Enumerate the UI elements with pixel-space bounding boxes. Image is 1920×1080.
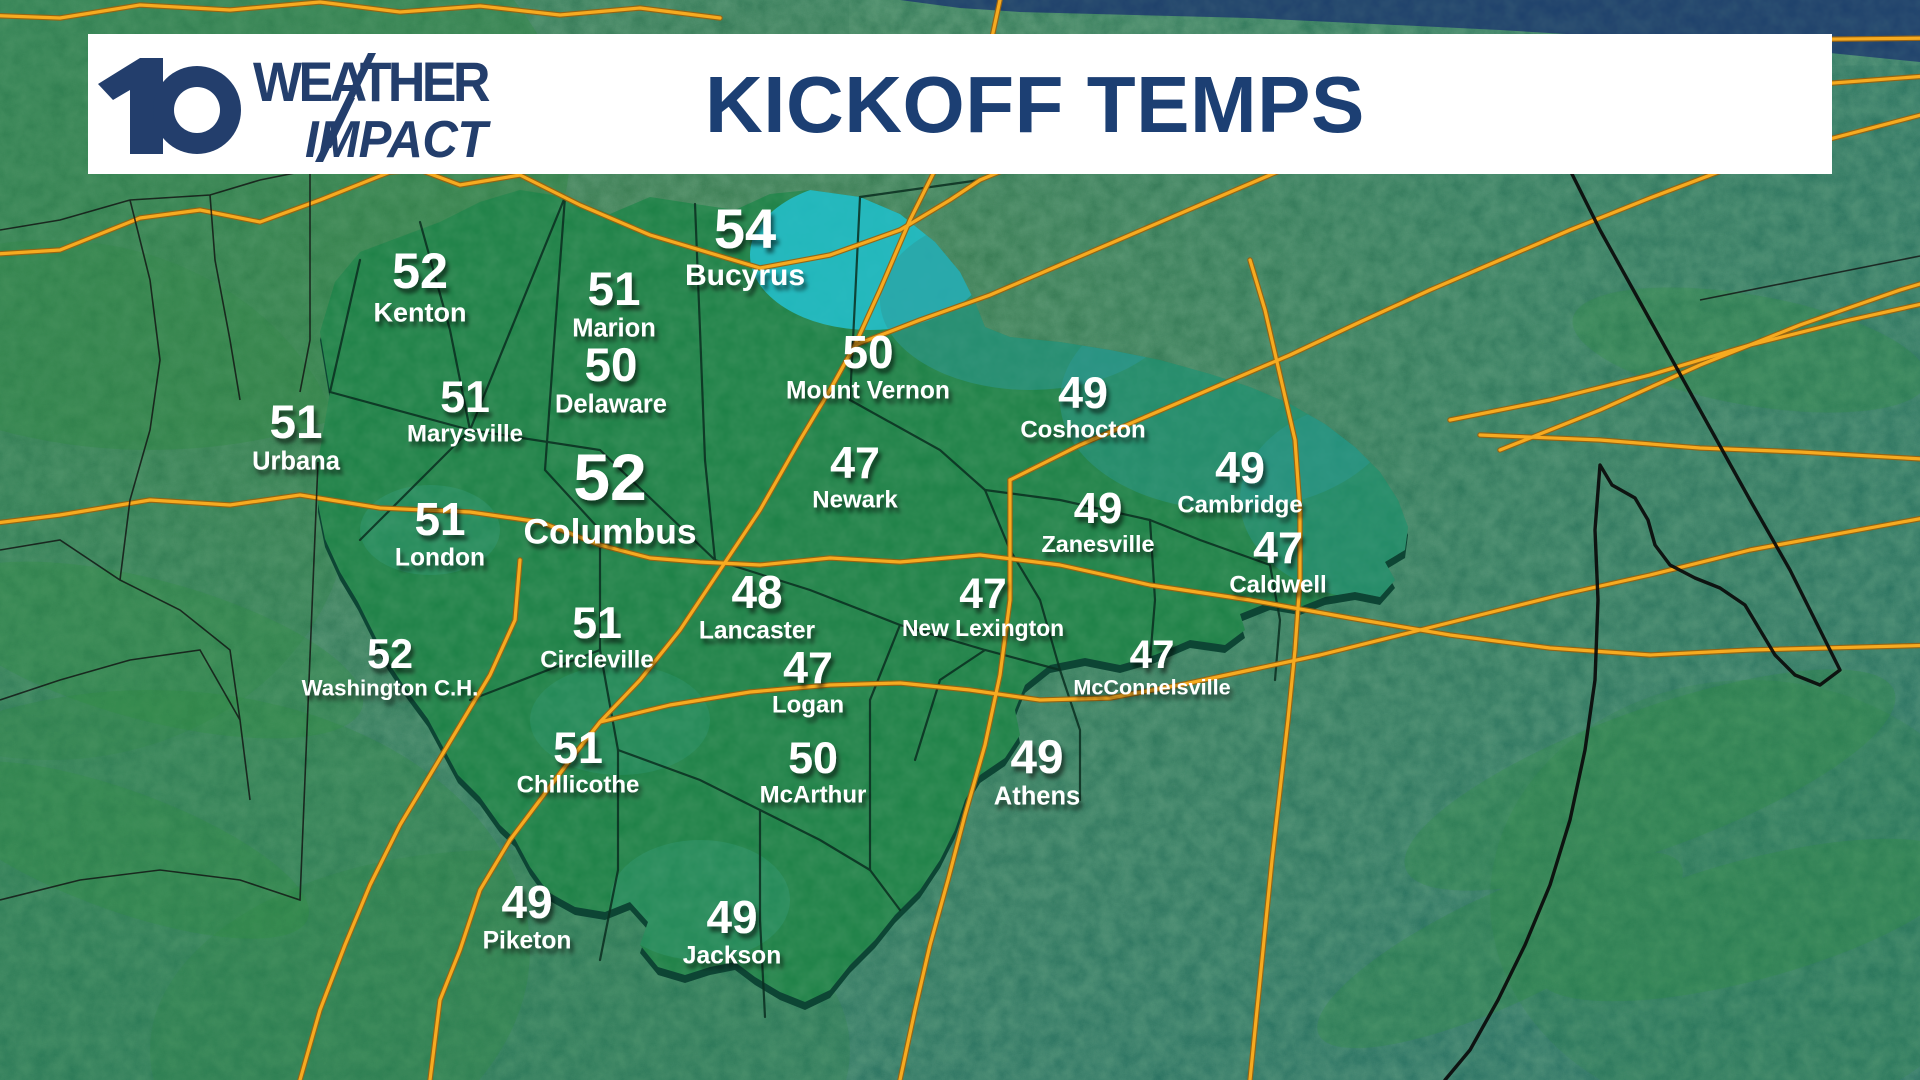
svg-text:47: 47 (783, 643, 833, 693)
svg-text:Circleville: Circleville (540, 647, 653, 674)
svg-text:52: 52 (573, 441, 647, 515)
svg-text:Marysville: Marysville (407, 421, 523, 448)
svg-text:47: 47 (1130, 632, 1175, 677)
svg-text:London: London (395, 544, 485, 571)
svg-text:49: 49 (1074, 484, 1123, 533)
svg-text:47: 47 (830, 438, 880, 488)
svg-text:Newark: Newark (812, 487, 898, 514)
svg-text:Chillicothe: Chillicothe (517, 772, 640, 799)
svg-text:Zanesville: Zanesville (1041, 531, 1154, 557)
svg-text:Columbus: Columbus (523, 512, 696, 552)
svg-text:52: 52 (392, 242, 448, 299)
svg-text:49: 49 (1011, 731, 1064, 784)
svg-text:Delaware: Delaware (555, 390, 667, 418)
svg-text:KICKOFF TEMPS: KICKOFF TEMPS (705, 60, 1365, 149)
svg-text:50: 50 (585, 339, 638, 392)
svg-text:New Lexington: New Lexington (902, 615, 1064, 641)
svg-text:Washington C.H.: Washington C.H. (302, 675, 479, 700)
svg-text:51: 51 (270, 396, 323, 449)
svg-text:McConnelsville: McConnelsville (1073, 675, 1230, 700)
svg-text:McArthur: McArthur (760, 782, 867, 809)
svg-text:Mount Vernon: Mount Vernon (786, 377, 950, 404)
svg-text:51: 51 (572, 598, 622, 648)
svg-text:51: 51 (588, 263, 641, 316)
svg-text:52: 52 (367, 631, 413, 677)
svg-text:51: 51 (440, 372, 490, 422)
svg-text:Piketon: Piketon (483, 927, 572, 954)
svg-text:Bucyrus: Bucyrus (685, 259, 805, 292)
svg-text:49: 49 (1215, 443, 1265, 493)
svg-text:50: 50 (788, 733, 838, 783)
svg-text:Logan: Logan (772, 692, 844, 719)
svg-text:47: 47 (959, 570, 1006, 618)
svg-text:48: 48 (731, 566, 782, 618)
svg-text:49: 49 (706, 891, 757, 943)
svg-text:54: 54 (714, 197, 776, 260)
svg-text:47: 47 (1253, 523, 1303, 573)
svg-text:Cambridge: Cambridge (1177, 492, 1302, 519)
svg-text:Jackson: Jackson (683, 942, 781, 969)
svg-text:50: 50 (842, 326, 893, 378)
svg-text:Caldwell: Caldwell (1229, 572, 1326, 599)
svg-text:51: 51 (553, 723, 603, 773)
svg-text:Kenton: Kenton (374, 297, 467, 327)
svg-text:Athens: Athens (994, 782, 1080, 810)
svg-text:Lancaster: Lancaster (699, 617, 816, 644)
svg-text:Coshocton: Coshocton (1020, 417, 1145, 444)
svg-text:49: 49 (501, 876, 552, 928)
svg-text:51: 51 (414, 493, 465, 545)
svg-text:Urbana: Urbana (252, 447, 341, 475)
svg-text:49: 49 (1058, 368, 1108, 418)
